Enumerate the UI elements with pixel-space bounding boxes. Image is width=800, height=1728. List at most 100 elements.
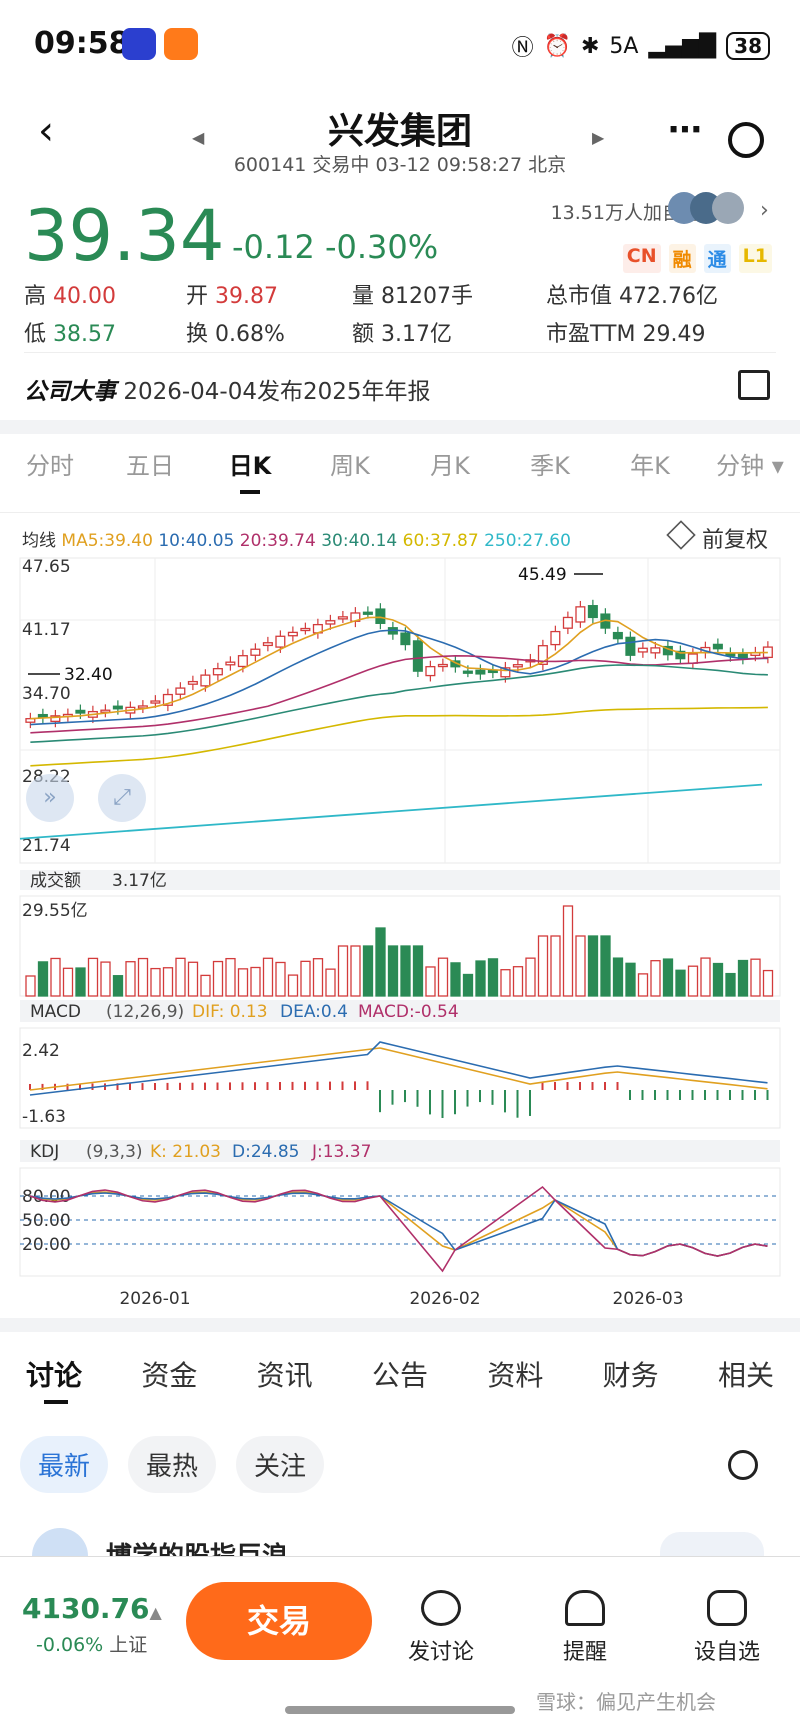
adjust-button[interactable]: 前复权 (702, 528, 769, 553)
kdj-level-label: 80.00 (22, 1187, 71, 1207)
content-tabs: 讨论 资金 资讯 公告 资料 财务 相关 (0, 1354, 800, 1394)
trading-state: 交易中 (312, 154, 370, 176)
volume-bar (237, 968, 249, 997)
volume-bar (587, 935, 599, 997)
refresh-icon[interactable] (728, 1450, 758, 1480)
ma-value: 10:40.05 (158, 531, 240, 551)
chevron-right-icon[interactable]: › (760, 198, 769, 223)
content-tab[interactable]: 资金 (141, 1359, 198, 1392)
content-tab[interactable]: 公告 (371, 1359, 428, 1392)
back-icon[interactable]: ‹ (38, 108, 54, 154)
stat-item: 市盈TTM 29.49 (546, 322, 706, 347)
candle (175, 687, 186, 695)
candle (587, 605, 598, 619)
company-event[interactable]: 公司大事 2026-04-04发布2025年年报 (24, 372, 431, 406)
add-watchlist-button[interactable]: 设自选 (682, 1590, 772, 1666)
trade-button[interactable]: 交易 (186, 1582, 372, 1660)
k-line (29, 1191, 768, 1257)
market-tag: 通 (703, 244, 731, 273)
ma-value: 250:27.60 (484, 531, 571, 551)
volume-bar (537, 935, 549, 997)
volume-bar (375, 927, 386, 997)
kdj-d: D:24.85 (232, 1142, 300, 1162)
chart-tab[interactable]: 分时 (26, 452, 74, 480)
content-tab[interactable]: 讨论 (26, 1359, 83, 1392)
volume-bar (387, 945, 399, 997)
volume-bar (75, 967, 86, 997)
volume-bar (600, 935, 611, 997)
volume-bar (425, 966, 436, 997)
bottom-bar (0, 1556, 800, 1728)
event-label: 公司大事 (24, 379, 116, 405)
macd-value: MACD:-0.54 (358, 1002, 459, 1022)
volume-bar (412, 945, 424, 997)
chart-tab[interactable]: 季K (530, 452, 570, 480)
feed-filter[interactable]: 最新 (20, 1436, 109, 1493)
candle (462, 670, 473, 674)
content-tab[interactable]: 资料 (487, 1359, 544, 1392)
volume-bar (675, 969, 686, 997)
app-notification-icon-2 (164, 28, 198, 60)
volume-bar (275, 961, 286, 997)
macd-label: MACD (30, 1002, 81, 1022)
volume-panel (19, 895, 781, 997)
kdj-params: (9,3,3) (86, 1142, 143, 1162)
followers-count[interactable]: 13.51万人加自选 (550, 202, 700, 224)
date-axis-label: 2026-02 (409, 1289, 480, 1309)
kline-chart[interactable]: 47.6541.1734.7028.2221.7445.4932.40成交额3.… (0, 550, 800, 1310)
chart-period-tabs: 分时 五日 日K 周K 月K 季K 年K 分钟 ▾ (0, 446, 800, 481)
bell-icon (565, 1590, 605, 1626)
volume-bar (637, 973, 649, 997)
market-tag: CN (622, 244, 661, 273)
candle (637, 647, 648, 653)
volume-bar (312, 958, 324, 997)
home-indicator[interactable] (285, 1706, 515, 1714)
content-tab[interactable]: 财务 (602, 1359, 659, 1392)
chart-tab[interactable]: 年K (630, 452, 670, 480)
feed-filter[interactable]: 最热 (128, 1436, 217, 1493)
high-marker: 45.49 (518, 565, 567, 585)
ma-value: 20:39.74 (239, 531, 322, 551)
candle (75, 709, 86, 714)
expand-left-icon[interactable]: » (26, 774, 74, 822)
volume-bar (700, 957, 711, 997)
chart-tab[interactable]: 月K (430, 452, 470, 480)
volume-bar (362, 945, 374, 997)
volume-bar (550, 935, 561, 997)
chart-tab[interactable]: 五日 (126, 452, 174, 480)
volume-bar (687, 965, 699, 997)
volume-bar (212, 960, 224, 997)
candle (425, 665, 436, 677)
candle (675, 650, 686, 660)
fullscreen-icon[interactable]: ⤢ (98, 774, 146, 822)
volume-bar (300, 960, 311, 997)
search-icon[interactable] (728, 122, 764, 158)
event-text: 2026-04-04发布2025年年报 (123, 379, 431, 405)
more-icon[interactable]: ⋯ (668, 110, 702, 150)
prev-stock-icon[interactable]: ◀ (192, 128, 205, 147)
feed-filter[interactable]: 关注 (236, 1436, 325, 1493)
follower-avatars[interactable] (668, 192, 748, 226)
post-discussion-button[interactable]: 发讨论 (396, 1590, 486, 1666)
content-tab[interactable]: 资讯 (256, 1359, 313, 1392)
calendar-icon[interactable] (738, 370, 770, 400)
chart-tab[interactable]: 日K (228, 452, 272, 480)
volume-bar (462, 973, 474, 997)
chart-tab[interactable]: 分钟 ▾ (716, 452, 784, 480)
candle (362, 611, 373, 615)
candle (237, 655, 248, 668)
macd-dea: DEA:0.4 (280, 1002, 348, 1022)
next-stock-icon[interactable]: ▶ (592, 128, 605, 147)
ma60-line (30, 706, 768, 767)
candle (375, 608, 386, 624)
date-axis-label: 2026-01 (119, 1289, 190, 1309)
alert-button[interactable]: 提醒 (540, 1590, 630, 1666)
volume-bar (200, 974, 211, 997)
chart-tab[interactable]: 周K (330, 452, 370, 480)
candle (687, 653, 698, 664)
macd-params: (12,26,9) (106, 1002, 184, 1022)
adjust-icon (666, 520, 696, 550)
nfc-icon: Ⓝ (511, 36, 534, 61)
content-tab[interactable]: 相关 (717, 1359, 774, 1392)
index-value[interactable]: 4130.76▲ (22, 1592, 162, 1625)
